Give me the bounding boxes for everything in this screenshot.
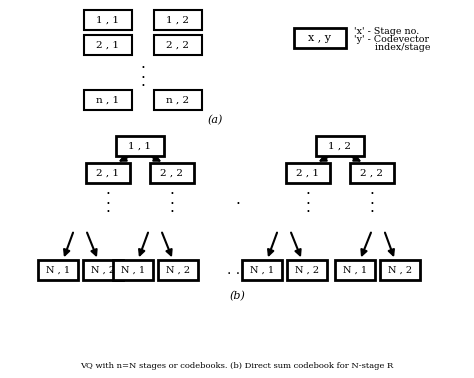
Text: 1 , 1: 1 , 1 [128,141,152,150]
FancyBboxPatch shape [84,90,132,110]
Text: 2 , 2: 2 , 2 [161,169,183,178]
Text: .: . [370,183,374,197]
FancyBboxPatch shape [113,260,153,280]
Text: (a): (a) [207,115,223,125]
FancyBboxPatch shape [158,260,198,280]
FancyBboxPatch shape [84,35,132,55]
FancyBboxPatch shape [154,35,202,55]
FancyBboxPatch shape [154,10,202,30]
Text: .: . [106,183,110,197]
Text: .: . [236,192,240,206]
Text: .: . [106,192,110,206]
Text: .: . [106,200,110,215]
Text: n , 2: n , 2 [166,96,190,104]
Text: .: . [141,56,146,71]
Text: 'y' - Codevector: 'y' - Codevector [354,34,429,43]
FancyBboxPatch shape [286,163,330,183]
Text: 2 , 1: 2 , 1 [297,169,319,178]
Text: 'x' - Stage no.: 'x' - Stage no. [354,26,419,36]
FancyBboxPatch shape [38,260,78,280]
Text: 2 , 2: 2 , 2 [166,40,190,50]
FancyBboxPatch shape [83,260,123,280]
Text: .: . [170,192,174,206]
Text: .: . [306,200,310,215]
Text: 2 , 1: 2 , 1 [97,40,119,50]
Text: 1 , 1: 1 , 1 [97,15,119,25]
FancyBboxPatch shape [294,28,346,48]
Text: n , 1: n , 1 [96,96,119,104]
Text: .: . [141,74,146,90]
Text: 1 , 2: 1 , 2 [166,15,190,25]
FancyBboxPatch shape [350,163,394,183]
FancyBboxPatch shape [335,260,375,280]
Text: . . .: . . . [227,263,249,277]
Text: N , 2: N , 2 [388,265,412,274]
Text: N , 1: N , 1 [121,265,145,274]
Text: N , 2: N , 2 [295,265,319,274]
Text: index/stage: index/stage [354,42,430,51]
Text: .: . [141,65,146,81]
FancyBboxPatch shape [242,260,282,280]
Text: .: . [170,183,174,197]
Text: 2 , 1: 2 , 1 [97,169,119,178]
Text: .: . [306,183,310,197]
FancyBboxPatch shape [287,260,327,280]
Text: (b): (b) [229,291,245,301]
Text: N , 2: N , 2 [91,265,115,274]
Text: VQ with n=N stages or codebooks. (b) Direct sum codebook for N-stage R: VQ with n=N stages or codebooks. (b) Dir… [81,362,393,370]
FancyBboxPatch shape [84,10,132,30]
Text: x , y: x , y [309,33,331,43]
Text: .: . [306,192,310,206]
Text: 1 , 2: 1 , 2 [328,141,352,150]
Text: .: . [170,200,174,215]
FancyBboxPatch shape [316,136,364,156]
Text: .: . [370,200,374,215]
FancyBboxPatch shape [380,260,420,280]
FancyBboxPatch shape [154,90,202,110]
Text: N , 1: N , 1 [250,265,274,274]
Text: N , 1: N , 1 [343,265,367,274]
Text: N , 2: N , 2 [166,265,190,274]
FancyBboxPatch shape [86,163,130,183]
FancyBboxPatch shape [116,136,164,156]
FancyBboxPatch shape [150,163,194,183]
Text: .: . [370,192,374,206]
Text: N , 1: N , 1 [46,265,70,274]
Text: 2 , 2: 2 , 2 [361,169,383,178]
